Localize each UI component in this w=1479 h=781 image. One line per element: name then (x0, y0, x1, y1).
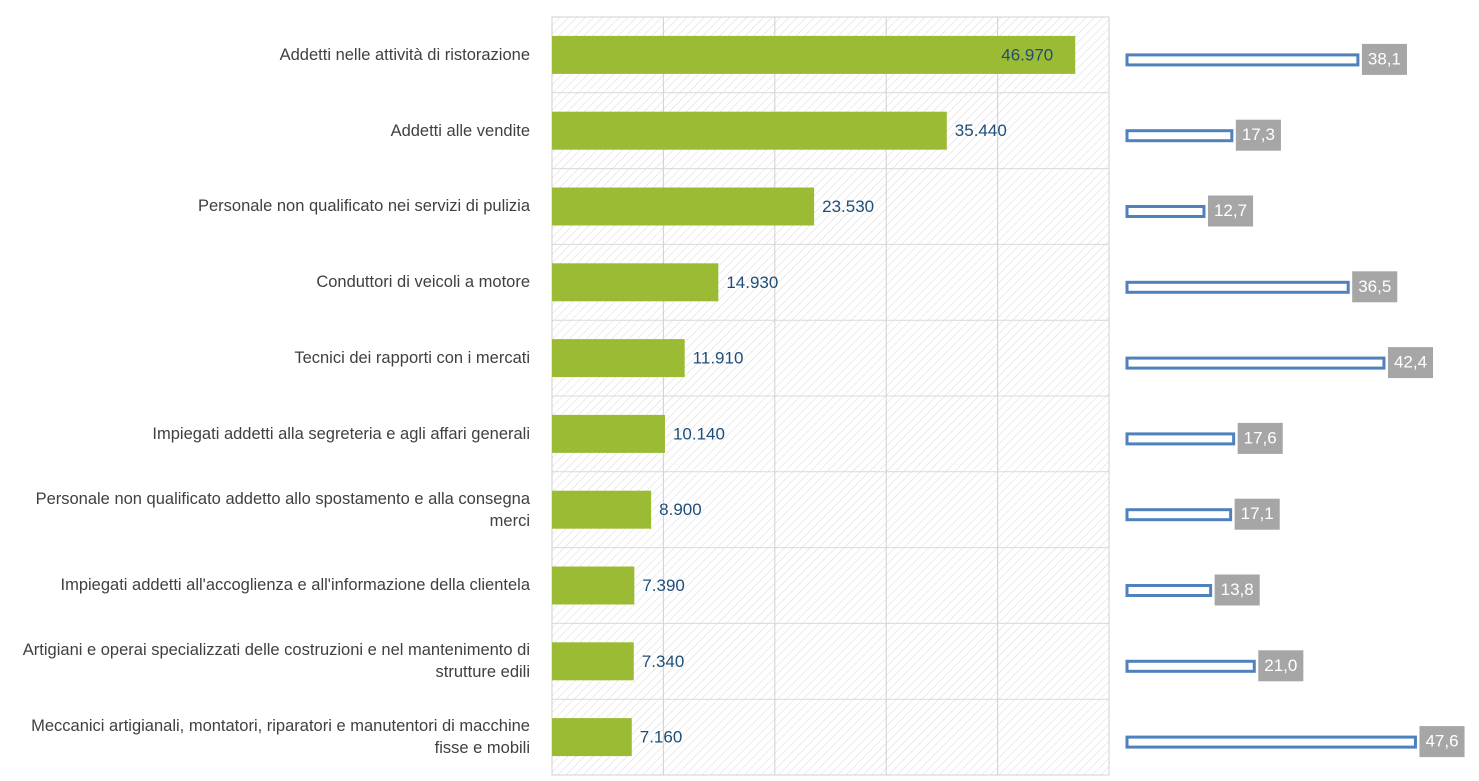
value-label: 38,1 (1368, 49, 1401, 68)
bar (552, 566, 635, 605)
bar (552, 490, 652, 529)
value-label-box (1214, 574, 1260, 606)
category-label: Impiegati addetti alla segreteria e agli… (152, 424, 530, 443)
bar (1125, 659, 1256, 673)
value-label: 17,3 (1242, 125, 1275, 144)
value-label: 35.440 (955, 121, 1007, 140)
bar (552, 111, 947, 150)
value-label-box (1234, 498, 1280, 530)
value-label: 17,6 (1244, 428, 1277, 447)
value-label: 23.530 (822, 197, 874, 216)
value-label: 21,0 (1264, 656, 1297, 675)
value-label-box (1352, 271, 1398, 303)
category-label: Tecnici dei rapporti con i mercati (294, 349, 530, 368)
category-label: Addetti nelle attività di ristorazione (279, 45, 530, 64)
bar (1125, 735, 1417, 749)
value-label-box (1361, 43, 1407, 75)
category-label: Addetti alle vendite (390, 121, 530, 140)
bar (1125, 508, 1233, 522)
bar (552, 718, 632, 757)
bar (1125, 584, 1213, 597)
bar (1125, 432, 1236, 446)
value-label: 10.140 (673, 424, 725, 443)
value-label: 7.340 (642, 652, 685, 671)
bar (1125, 205, 1206, 218)
category-label: Meccanici artigianali, montatori, ripara… (31, 717, 530, 758)
value-label: 14.930 (726, 273, 778, 292)
bar (1125, 53, 1360, 67)
category-label: Personale non qualificato addetto allo s… (35, 489, 530, 530)
value-label-box (1235, 119, 1281, 151)
bar (1125, 129, 1234, 143)
category-label: Artigiani e operai specializzati delle c… (22, 641, 530, 682)
value-label: 36,5 (1358, 277, 1391, 296)
value-label-box (1419, 726, 1465, 758)
bar (552, 35, 1076, 74)
category-label: Impiegati addetti all'accoglienza e all'… (60, 576, 531, 595)
value-label: 13,8 (1221, 580, 1254, 599)
value-label: 12,7 (1214, 201, 1247, 220)
category-label: Conduttori di veicoli a motore (316, 273, 530, 292)
bar (1125, 280, 1350, 294)
value-label: 47,6 (1425, 732, 1458, 751)
bar (552, 263, 719, 302)
bar (552, 414, 665, 453)
value-label-box (1387, 347, 1434, 379)
bar (552, 642, 634, 681)
value-label: 46.970 (1001, 45, 1053, 64)
value-label: 8.900 (659, 500, 702, 519)
category-label: Personale non qualificato nei servizi di… (197, 197, 530, 216)
bar (1125, 356, 1386, 370)
value-label-box (1237, 422, 1283, 454)
value-label: 7.160 (640, 728, 683, 747)
bar (552, 339, 685, 378)
value-label: 17,1 (1241, 504, 1274, 523)
value-label: 7.390 (642, 576, 685, 595)
value-label-box (1207, 195, 1254, 227)
bar (552, 187, 815, 226)
value-label: 42,4 (1394, 353, 1427, 372)
value-label: 11.910 (693, 349, 744, 368)
value-label-box (1258, 650, 1304, 682)
